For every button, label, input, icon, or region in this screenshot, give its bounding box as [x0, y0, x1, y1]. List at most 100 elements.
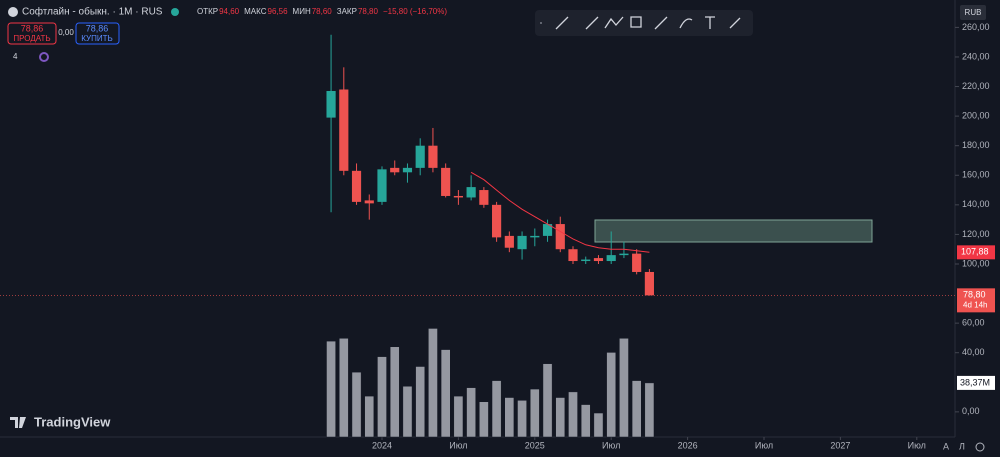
x-tick-label: Июл: [755, 440, 773, 450]
candle-body: [453, 195, 463, 198]
candle-body: [542, 224, 553, 236]
candle-body: [593, 258, 604, 262]
settings[interactable]: [975, 442, 985, 452]
last-price-label: 78,80: [963, 290, 986, 300]
candle-body: [351, 170, 362, 202]
candle-body: [619, 253, 629, 256]
volume-bar: [415, 366, 426, 438]
currency[interactable]: RUB: [965, 8, 982, 17]
volume-bar: [555, 397, 566, 438]
y-tick-label: 40,00: [962, 347, 985, 357]
drawing-toolbar: [535, 10, 753, 36]
volume-bar: [364, 395, 375, 438]
ohlc-value: 94,60: [219, 7, 240, 16]
toolbar-bg: [535, 10, 753, 36]
last-price-box: [957, 288, 995, 313]
volume-label: 38,37M: [960, 377, 990, 387]
title: Софтлайн - обыкн. · 1M · RUS: [22, 6, 163, 18]
volume-bar: [389, 346, 400, 438]
change: −15,80 (−16,70%): [383, 7, 447, 16]
ohlc-label: ЗАКР: [337, 7, 357, 16]
x-tick-label: Июл: [449, 440, 467, 450]
buy-price[interactable]: 78,86: [86, 23, 109, 33]
sell-label[interactable]: ПРОДАТЬ: [13, 34, 50, 43]
volume-bar: [568, 391, 578, 438]
candle-body: [377, 169, 387, 202]
ohlc-label: МИН: [293, 7, 311, 16]
candle-body: [402, 167, 413, 173]
volume-bar: [428, 328, 438, 438]
countdown: 4d 14h: [963, 300, 987, 309]
candle-body: [339, 89, 349, 171]
buy-button[interactable]: [75, 22, 120, 45]
currency-box[interactable]: [960, 5, 986, 20]
volume-bar: [402, 385, 413, 438]
y-tick-label: 100,00: [962, 258, 990, 268]
volume-label-box: [957, 375, 995, 390]
ma-label: 107,88: [961, 247, 989, 257]
candle-body: [492, 204, 502, 238]
brand: TradingView: [34, 414, 111, 429]
grip: [540, 22, 542, 24]
brand-logo: [10, 417, 26, 428]
rectangle-drawing[interactable]: [594, 219, 873, 243]
candle-body: [517, 235, 527, 250]
x-tick-label: 2027: [830, 440, 850, 450]
candle-body: [555, 224, 565, 250]
volume-bar: [517, 400, 527, 438]
x-tick-label: Июл: [602, 440, 620, 450]
y-tick-label: 260,00: [962, 22, 990, 32]
volume-bar: [529, 388, 540, 438]
volume-bar: [440, 349, 451, 438]
volume-bar: [644, 382, 655, 438]
volume-bar: [377, 356, 387, 438]
status-dot: [171, 8, 179, 16]
candle-body: [479, 190, 489, 205]
volume-bar: [580, 404, 591, 438]
volume-bar: [466, 387, 476, 438]
tool-icons[interactable]: [555, 16, 741, 30]
candle-body: [644, 271, 654, 296]
ohlc-value: 96,56: [268, 7, 289, 16]
button-auto[interactable]: A: [943, 441, 949, 451]
y-tick-label: 120,00: [962, 229, 990, 239]
candle-body: [428, 145, 438, 168]
ohlc-label: МАКС: [244, 7, 267, 16]
y-tick-label: 140,00: [962, 199, 990, 209]
volume-bar: [326, 340, 336, 438]
volume-bar: [606, 352, 617, 438]
candle-body: [504, 235, 514, 248]
indicator-icon[interactable]: [39, 52, 49, 62]
x-tick-label: 2025: [525, 440, 545, 450]
y-tick-label: 220,00: [962, 81, 990, 91]
volume-bar: [338, 338, 349, 438]
candle-body: [466, 187, 476, 198]
candle-body: [632, 253, 642, 272]
volume-bar: [504, 397, 515, 438]
candle-body: [415, 145, 425, 168]
candle-body: [364, 200, 374, 204]
buy-label[interactable]: КУПИТЬ: [81, 34, 112, 43]
ma-label-box: [957, 245, 995, 260]
volume-bar: [619, 338, 629, 438]
volume-bar: [542, 363, 553, 438]
sell-button[interactable]: [7, 22, 57, 45]
y-tick-label: 200,00: [962, 110, 990, 120]
button-log[interactable]: Л: [959, 441, 965, 451]
volume-bar: [351, 371, 362, 438]
symbol-logo: [8, 7, 18, 17]
candle-body: [581, 259, 591, 262]
candle-body: [530, 235, 540, 238]
volume-bar: [491, 380, 502, 438]
y-tick-label: 180,00: [962, 140, 990, 150]
x-tick-label: 2026: [678, 440, 698, 450]
candle-body: [390, 167, 400, 173]
candle-body: [606, 255, 616, 262]
volume-bar: [453, 395, 464, 438]
sell-price[interactable]: 78,86: [21, 23, 44, 33]
ohlc-value: 78,80: [358, 7, 379, 16]
candle-body: [441, 167, 451, 196]
y-tick-label: 160,00: [962, 170, 990, 180]
indicators-count[interactable]: 4: [13, 52, 18, 61]
